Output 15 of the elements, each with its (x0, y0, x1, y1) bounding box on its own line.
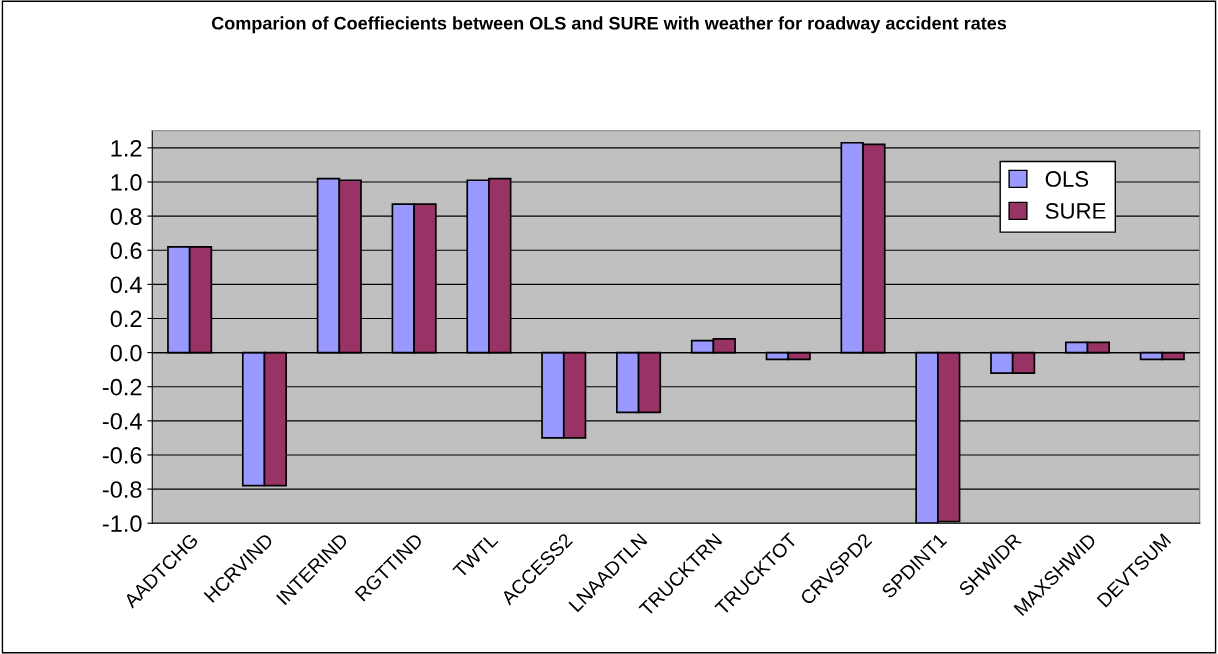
y-tick-label: -0.8 (102, 481, 142, 498)
y-tick-label: -0.2 (102, 378, 142, 396)
y-tick-label: 0.2 (110, 310, 142, 328)
y-tick-label: 0.6 (110, 242, 142, 260)
y-tick-label: 0.8 (110, 208, 142, 225)
y-tick-label: 1.0 (111, 174, 142, 191)
y-tick-label: -1.0 (102, 515, 142, 532)
y-tick-label: -0.4 (102, 412, 142, 430)
y-tick-label: -0.6 (102, 447, 142, 464)
legend-label: OLS (1045, 171, 1089, 187)
y-tick-label: 0.0 (110, 344, 142, 362)
y-tick-label: 1.2 (111, 139, 142, 157)
y-tick-label: 0.4 (110, 276, 142, 294)
legend-label: SURE (1045, 203, 1106, 219)
chart-title: Comparion of Coeffiecients between OLS and SURE with weather for roadway accident rates (211, 16, 1007, 34)
